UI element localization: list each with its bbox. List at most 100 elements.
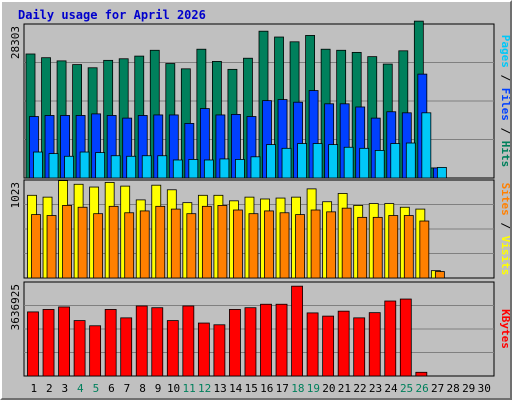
legend-text: / [499,121,510,141]
bar-pages-day-3 [64,155,74,179]
bar-pages-day-25 [405,142,416,179]
bar-sites-day-7 [124,212,135,279]
bar-kbytes-day-22 [353,317,366,377]
bar-kbytes-day-11 [182,305,195,377]
bar-pages-day-20 [328,144,339,179]
x-tick-day-21: 21 [338,382,351,395]
bar-kbytes-day-17 [275,303,288,377]
bar-kbytes-day-13 [213,324,226,377]
bar-pages-day-16 [266,144,276,179]
bar-kbytes-day-14 [229,309,241,377]
panel-legend: Pages / Files / Hits [499,35,510,168]
bar-kbytes-day-26 [415,371,428,377]
panel-legend: KBytes [499,309,510,349]
x-tick-day-30: 30 [478,382,491,395]
bar-pages-day-23 [374,150,385,179]
bar-sites-day-17 [279,212,290,279]
x-tick-day-29: 29 [462,382,475,395]
x-tick-day-8: 8 [139,382,146,395]
panel-hits-files-pages: 28303 Pages / Files / Hits [9,20,510,179]
bar-kbytes-day-12 [197,322,210,377]
x-tick-day-2: 2 [46,382,53,395]
bar-sites-day-2 [46,215,57,279]
bar-pages-day-8 [141,155,152,179]
bar-pages-day-11 [188,159,199,179]
bar-sites-day-25 [403,215,414,279]
bar-pages-day-17 [281,147,292,179]
x-tick-day-9: 9 [155,382,162,395]
legend-text: KBytes [499,309,510,349]
bar-pages-day-18 [297,143,307,179]
bar-sites-day-3 [62,205,72,279]
bar-sites-day-15 [248,213,259,279]
bar-kbytes-day-9 [151,307,164,377]
x-tick-day-28: 28 [447,382,460,395]
x-tick-day-6: 6 [108,382,115,395]
bar-sites-day-14 [233,209,243,279]
x-tick-day-13: 13 [214,382,227,395]
legend-text: Pages [499,35,510,68]
x-tick-day-4: 4 [77,382,84,395]
bar-pages-day-4 [79,151,90,179]
x-tick-day-14: 14 [229,382,243,395]
chart-panels: 28303 Pages / Files / Hits 1023 Sites / Vis… [9,20,510,377]
x-tick-day-15: 15 [245,382,258,395]
x-tick-day-5: 5 [93,382,100,395]
chart-title: Daily usage for April 2026 [18,8,206,22]
bar-pages-day-27 [436,167,447,179]
x-tick-day-10: 10 [167,382,180,395]
x-tick-day-17: 17 [276,382,289,395]
bar-pages-day-13 [219,158,230,179]
legend-text: Files [499,88,510,121]
bar-sites-day-19 [310,209,321,279]
bar-pages-day-26 [421,112,432,179]
legend-text: / [499,216,510,236]
bar-kbytes-day-25 [399,298,412,377]
legend-text: Visits [499,236,510,276]
bar-pages-day-1 [33,151,43,179]
bar-kbytes-day-5 [89,325,102,377]
bar-kbytes-day-3 [58,306,70,377]
bar-pages-day-12 [203,159,214,179]
bar-sites-day-1 [31,214,41,279]
legend-text: Hits [499,141,510,168]
bar-pages-day-21 [343,146,354,179]
bar-pages-day-14 [235,159,245,179]
bar-kbytes-day-23 [368,312,381,377]
bar-sites-day-16 [264,210,274,279]
bar-pages-day-15 [250,156,261,179]
bar-pages-day-10 [172,159,183,179]
bar-pages-day-24 [390,143,401,179]
x-tick-day-26: 26 [415,382,428,395]
bar-sites-day-13 [217,205,228,279]
bar-sites-day-22 [357,216,368,279]
bar-sites-day-9 [155,205,166,279]
bar-sites-day-26 [419,220,430,279]
bar-sites-day-6 [108,205,119,279]
bar-kbytes-day-4 [73,320,86,377]
bar-pages-day-19 [312,143,323,179]
bar-pages-day-5 [95,152,106,179]
bar-sites-day-18 [295,214,305,279]
x-tick-day-7: 7 [124,382,131,395]
panel-visits-sites: 1023 Sites / Visits [9,179,510,279]
bar-pages-day-7 [126,155,137,179]
bar-kbytes-day-19 [306,312,319,377]
bar-sites-day-4 [77,206,88,279]
x-tick-day-22: 22 [353,382,366,395]
y-max-label: 3636925 [9,284,22,330]
bar-kbytes-day-7 [120,317,133,377]
x-tick-day-25: 25 [400,382,413,395]
bar-sites-day-20 [326,211,337,279]
bar-sites-day-12 [201,205,212,279]
bar-pages-day-6 [110,155,121,179]
bar-pages-day-22 [359,147,370,179]
bar-pages-day-9 [157,155,168,179]
bar-sites-day-27 [434,271,445,279]
y-max-label: 1023 [9,182,22,209]
bar-kbytes-day-24 [384,300,397,377]
x-tick-labels: 1 2 3 4 5 6 7 8 9 10 11 12 13 14 15 16 17 18 19 20 21 22 23 24 2… [30,382,490,395]
x-tick-day-24: 24 [384,382,398,395]
x-tick-day-1: 1 [30,382,37,395]
